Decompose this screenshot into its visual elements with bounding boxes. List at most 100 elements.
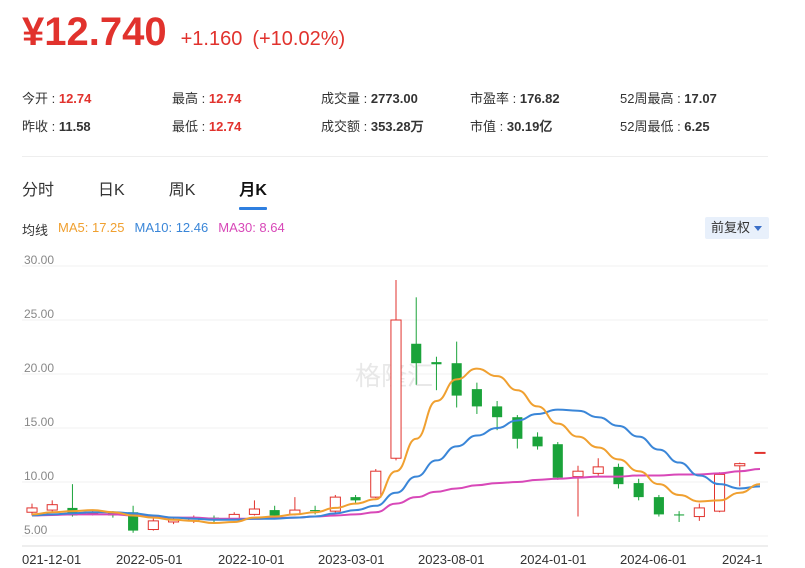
stat-label: 市盈率 : bbox=[470, 91, 520, 106]
y-tick-label: 5.00 bbox=[24, 523, 48, 537]
y-tick-label: 20.00 bbox=[24, 361, 54, 375]
stat-value: 11.58 bbox=[58, 119, 91, 134]
candle-body bbox=[431, 362, 442, 365]
stat-item: 52周最低 : 6.25 bbox=[620, 116, 710, 135]
candle-body bbox=[512, 417, 523, 439]
stat-value: 6.25 bbox=[684, 119, 710, 134]
ma5-line bbox=[31, 367, 761, 525]
candle-body bbox=[734, 463, 746, 467]
tab-1[interactable]: 日K bbox=[98, 182, 125, 199]
candle-body bbox=[411, 343, 422, 364]
y-tick-label: 15.00 bbox=[24, 415, 54, 429]
adjust-dropdown-label: 前复权 bbox=[711, 220, 751, 235]
stat-item: 52周最高 : 17.07 bbox=[620, 88, 717, 107]
stat-item: 昨收 : 11.58 bbox=[22, 116, 91, 135]
x-tick-label: 2024-06-01 bbox=[620, 552, 687, 567]
ma10-line bbox=[31, 408, 761, 521]
candle-body bbox=[714, 473, 726, 512]
ma30-line bbox=[31, 468, 761, 520]
candle-body bbox=[26, 507, 38, 513]
stats-row-1: 今开 : 12.74 最高 : 12.74 成交量 : 2773.00 市盈率 : 1… bbox=[22, 88, 782, 116]
stat-value: 12.74 bbox=[208, 119, 242, 134]
stat-item: 成交量 : 2773.00 bbox=[321, 88, 418, 107]
quote-header: ¥12.740 +1.160 (+10.02%) bbox=[22, 10, 345, 55]
stat-label: 今开 : bbox=[22, 91, 59, 106]
candle-body bbox=[693, 507, 705, 518]
candle-body bbox=[248, 508, 260, 515]
candle-body bbox=[492, 406, 503, 418]
stat-value: 30.19亿 bbox=[506, 119, 553, 134]
stat-item: 市值 : 30.19亿 bbox=[470, 116, 552, 135]
stat-value: 17.07 bbox=[684, 91, 717, 106]
price-change-percent: (+10.02%) bbox=[252, 28, 346, 50]
tab-3[interactable]: 月K bbox=[239, 176, 267, 210]
candle-body bbox=[350, 497, 361, 501]
adjust-dropdown[interactable]: 前复权 bbox=[705, 217, 769, 239]
stat-value: 176.82 bbox=[519, 91, 560, 106]
stat-label: 52周最低 : bbox=[620, 119, 685, 134]
candle-body bbox=[754, 451, 766, 454]
y-tick-label: 30.00 bbox=[24, 253, 54, 267]
candle-body bbox=[128, 512, 139, 531]
stat-item: 最低 : 12.74 bbox=[172, 116, 241, 135]
x-tick-label: 2022-10-01 bbox=[218, 552, 285, 567]
candle-body bbox=[633, 483, 644, 498]
stat-label: 最高 : bbox=[172, 91, 209, 106]
price-change: +1.160 bbox=[180, 28, 243, 50]
x-tick-label: 2023-08-01 bbox=[418, 552, 485, 567]
stat-item: 今开 : 12.74 bbox=[22, 88, 91, 107]
stats-row-2: 昨收 : 11.58 最低 : 12.74 成交额 : 353.28万 市值 : 30… bbox=[22, 116, 782, 144]
candles bbox=[26, 280, 766, 533]
candle-body bbox=[370, 470, 382, 498]
stat-label: 市值 : bbox=[470, 119, 507, 134]
candle-body bbox=[329, 496, 341, 512]
x-tick-label: 2023-03-01 bbox=[318, 552, 385, 567]
stat-value: 2773.00 bbox=[370, 91, 418, 106]
stat-label: 最低 : bbox=[172, 119, 209, 134]
candle-body bbox=[532, 436, 543, 447]
candle-body bbox=[653, 497, 664, 515]
stat-item: 成交额 : 353.28万 bbox=[321, 116, 424, 135]
ma-lines bbox=[31, 367, 761, 525]
y-axis-labels: 30.00 25.00 20.00 15.00 10.00 5.00 bbox=[24, 253, 54, 537]
candle-body bbox=[390, 319, 402, 459]
stat-item: 市盈率 : 176.82 bbox=[470, 88, 560, 107]
stat-label: 成交额 : bbox=[321, 119, 371, 134]
stat-value: 12.74 bbox=[208, 91, 242, 106]
candle-body bbox=[310, 510, 321, 512]
x-tick-label: 021-12-01 bbox=[22, 552, 81, 567]
ma-legend-label: 均线 bbox=[22, 223, 49, 238]
ma-legend: 均线 MA5: 17.25 MA10: 12.46 MA30: 8.64 bbox=[22, 220, 295, 239]
ma5-value: MA5: 17.25 bbox=[58, 220, 125, 235]
ma30-value: MA30: 8.64 bbox=[218, 220, 285, 235]
candle-body bbox=[613, 466, 624, 485]
stat-value: 353.28万 bbox=[370, 119, 424, 134]
tab-2[interactable]: 周K bbox=[168, 182, 196, 199]
y-tick-label: 10.00 bbox=[24, 469, 54, 483]
divider bbox=[22, 156, 768, 157]
candle-body bbox=[592, 466, 604, 474]
stat-label: 昨收 : bbox=[22, 119, 59, 134]
tab-0[interactable]: 分时 bbox=[22, 182, 55, 199]
x-tick-label: 2024-1 bbox=[722, 552, 762, 567]
candle-body bbox=[269, 510, 280, 516]
candle-body bbox=[471, 389, 482, 407]
period-tabs: 分时 日K 周K 月K bbox=[22, 176, 311, 210]
current-price: ¥12.740 bbox=[22, 10, 167, 54]
stat-value: 12.74 bbox=[58, 91, 92, 106]
x-tick-label: 2022-05-01 bbox=[116, 552, 183, 567]
candle-body bbox=[552, 444, 563, 478]
y-tick-label: 25.00 bbox=[24, 307, 54, 321]
candle-body bbox=[572, 470, 584, 478]
x-tick-label: 2024-01-01 bbox=[520, 552, 587, 567]
candle-body bbox=[147, 520, 159, 531]
ma10-value: MA10: 12.46 bbox=[134, 220, 209, 235]
stats-panel: 今开 : 12.74 最高 : 12.74 成交量 : 2773.00 市盈率 : 1… bbox=[22, 88, 782, 144]
x-axis-labels: 021-12-01 2022-05-01 2022-10-01 2023-03-01 2… bbox=[22, 552, 762, 567]
candle-body bbox=[46, 504, 58, 511]
caret-down-icon bbox=[754, 226, 763, 232]
stat-label: 52周最高 : bbox=[620, 91, 685, 106]
stat-item: 最高 : 12.74 bbox=[172, 88, 241, 107]
stat-label: 成交量 : bbox=[321, 91, 371, 106]
